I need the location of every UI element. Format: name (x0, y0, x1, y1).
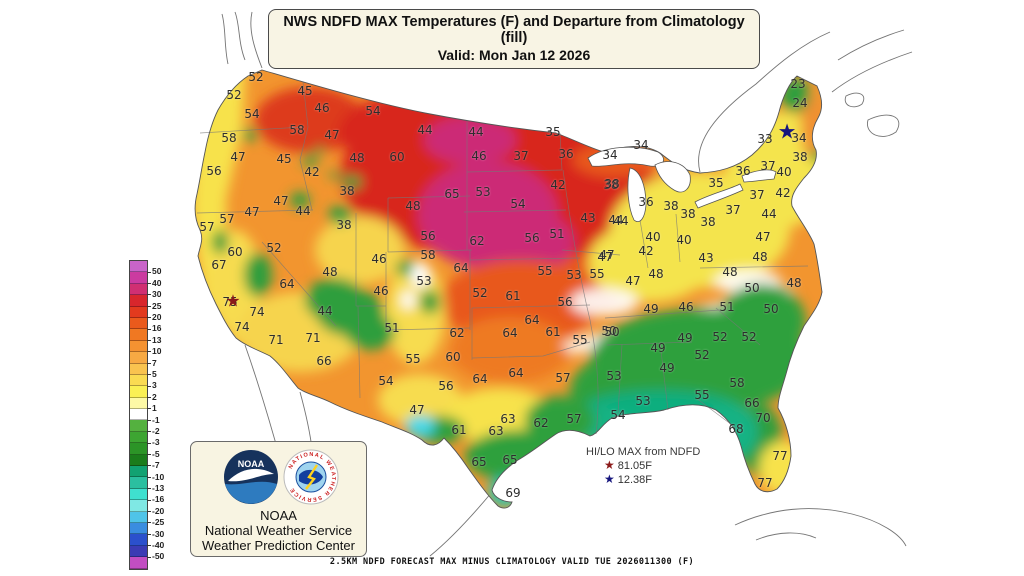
title-box: NWS NDFD MAX Temperatures (F) and Depart… (268, 9, 760, 69)
legend-tick-label: 13 (147, 335, 161, 345)
legend-tick-label: -16 (147, 494, 164, 504)
british-columbia-coast (221, 11, 263, 69)
legend-tick-label: 7 (147, 358, 157, 368)
great-lakes (587, 146, 777, 222)
legend-tick-label: 50 (147, 266, 161, 276)
logo-line-nws: National Weather Service (204, 523, 353, 538)
legend-segment (130, 431, 147, 444)
mexico-gulf-coast (429, 491, 493, 557)
lo-star-icon: ★ (604, 472, 615, 486)
legend-tick-label: 3 (147, 380, 157, 390)
lo-max-row: ★ 12.38F (604, 472, 736, 486)
legend-segment (130, 522, 147, 535)
legend-tick-label: -7 (147, 460, 160, 470)
legend-segment (130, 511, 147, 523)
legend-segment (130, 283, 147, 296)
legend-tick-label: -2 (147, 426, 160, 436)
legend-segment (130, 534, 147, 546)
legend-segment (130, 352, 147, 364)
legend-segment (130, 306, 147, 318)
hilo-annotation: HI/LO MAX from NDFD ★ 81.05F ★ 12.38F (586, 446, 736, 486)
legend-segment (130, 454, 147, 467)
valid-date: Valid: Mon Jan 12 2026 (437, 47, 591, 63)
legend-segment (130, 272, 147, 284)
logo-line-noaa: NOAA (260, 508, 297, 523)
logo-line-wpc: Weather Prediction Center (202, 538, 355, 553)
legend-tick-label: 10 (147, 346, 161, 356)
st-lawrence-coast (698, 29, 913, 173)
agency-logos-svg: NOAA NATIONAL WEATHER SERVICE (223, 449, 338, 505)
legend-tick-label: -40 (147, 540, 164, 550)
agency-logos: NOAA NATIONAL WEATHER SERVICE (191, 447, 366, 507)
legend-tick-label: -25 (147, 517, 164, 527)
legend-tick-label: 20 (147, 312, 161, 322)
legend-tick-label: -13 (147, 483, 164, 493)
legend-tick-label: -20 (147, 506, 164, 516)
legend-tick-label: -1 (147, 415, 160, 425)
noaa-logo-icon: NOAA (223, 450, 278, 504)
legend-tick-label: 40 (147, 278, 161, 288)
legend-segment (130, 488, 147, 501)
nws-logo-icon: NATIONAL WEATHER SERVICE (283, 449, 338, 505)
svg-text:NOAA: NOAA (237, 459, 264, 469)
legend-segment (130, 329, 147, 341)
legend-segment (130, 557, 147, 569)
state-borders (196, 81, 809, 435)
legend-segment (130, 317, 147, 330)
legend-segment (130, 374, 147, 387)
conus-outline (194, 69, 823, 509)
hi-max-row: ★ 81.05F (604, 458, 736, 472)
legend-color-bar (129, 260, 148, 570)
legend-segment (130, 295, 147, 307)
legend-tick-label: -3 (147, 437, 160, 447)
legend-segment (130, 500, 147, 512)
legend-segment (130, 409, 147, 421)
hilo-heading: HI/LO MAX from NDFD (586, 446, 701, 458)
legend-segment (130, 443, 147, 455)
hi-star-icon: ★ (604, 458, 615, 472)
legend-tick-label: 25 (147, 301, 161, 311)
legend-tick-label: 1 (147, 403, 157, 413)
legend-tick-label: 5 (147, 369, 157, 379)
legend-segment (130, 397, 147, 410)
legend-segment (130, 340, 147, 353)
legend-segment (130, 363, 147, 375)
legend-tick-label: 16 (147, 323, 161, 333)
agency-logo-box: NOAA NATIONAL WEATHER SERVICE NOAA Natio… (190, 441, 367, 557)
legend-segment (130, 386, 147, 398)
lo-max-value: 12.38F (617, 474, 653, 486)
maritime-islands (844, 92, 900, 137)
legend-tick-label: 2 (147, 392, 157, 402)
hi-max-value: 81.05F (617, 460, 653, 472)
legend-tick-label: -5 (147, 449, 160, 459)
cuba-coast (734, 508, 907, 547)
legend-segment (130, 261, 147, 273)
legend-tick-label: -30 (147, 529, 164, 539)
legend-tick-label: -10 (147, 472, 164, 482)
legend-segment (130, 477, 147, 489)
legend-tick-label: 30 (147, 289, 161, 299)
legend-segment (130, 420, 147, 432)
footer-caption: 2.5KM NDFD FORECAST MAX MINUS CLIMATOLOG… (329, 557, 695, 567)
legend-segment (130, 545, 147, 558)
map-title: NWS NDFD MAX Temperatures (F) and Depart… (283, 14, 745, 46)
legend-tick-label: -50 (147, 551, 164, 561)
legend-segment (130, 466, 147, 478)
